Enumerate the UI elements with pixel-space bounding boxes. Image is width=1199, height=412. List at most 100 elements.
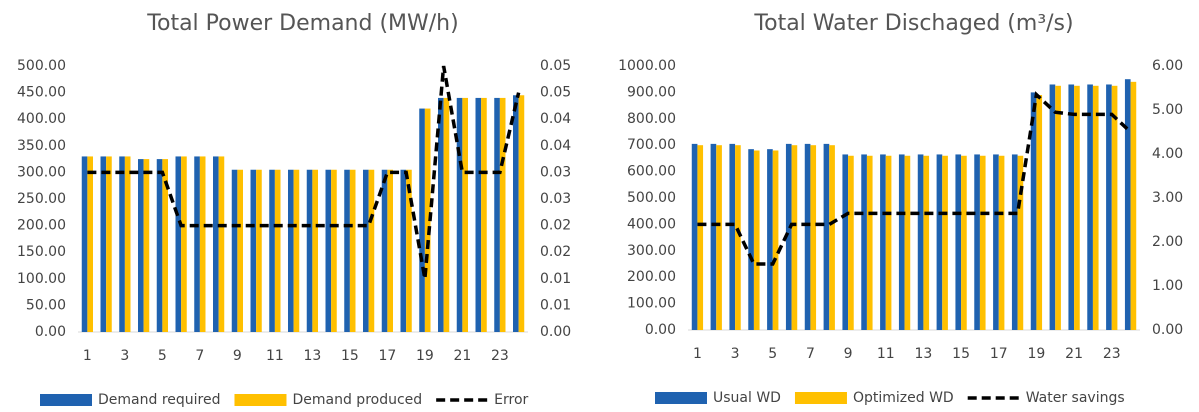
legend-swatch [234,394,287,406]
bar [823,143,830,330]
bar [231,169,238,332]
bar [443,97,450,332]
x-tick-label: 21 [453,348,471,364]
bar [406,169,412,332]
bar [1030,92,1037,331]
chart-title: Total Water Dischaged (m³/s) [753,11,1073,36]
legend-label: Usual WD [713,390,781,406]
x-tick-label: 17 [378,348,396,364]
bar [885,155,892,330]
bar [710,143,717,330]
bar [325,169,332,332]
y-tick-label: 600.00 [627,164,676,180]
bar [143,159,150,332]
bar [993,154,999,330]
x-tick-label: 19 [1028,346,1046,362]
bar [162,159,168,332]
y-tick-label: 100.00 [627,296,676,312]
x-tick-label: 23 [491,348,509,364]
legend-swatch [40,394,92,406]
bar [237,169,243,332]
y2-tick-label: 0.05 [540,58,571,74]
x-tick-label: 3 [731,346,740,362]
y-tick-label: 0.00 [35,324,66,340]
bar [1111,85,1118,330]
x-tick-label: 1 [83,348,92,364]
bar [716,145,722,330]
bar [898,154,905,330]
x-tick-label: 9 [233,348,242,364]
bar [691,143,698,330]
bar [848,155,854,330]
bar [804,143,811,330]
y2-tick-label: 0.02 [540,218,571,234]
bar [199,156,206,332]
y-tick-label: 50.00 [26,297,66,313]
bar [1087,84,1093,330]
bar [288,169,294,332]
y-tick-label: 350.00 [17,138,66,154]
bar [785,143,792,330]
bar [424,108,431,332]
y-tick-label: 800.00 [627,111,676,127]
x-tick-label: 13 [915,346,933,362]
bar [181,156,187,332]
bar [387,169,393,332]
x-tick-label: 7 [195,348,204,364]
y2-tick-label: 1.00 [1152,278,1183,294]
x-tick-label: 13 [303,348,321,364]
y2-tick-label: 0.01 [540,271,571,287]
legend-label: Demand required [98,392,220,408]
x-tick-label: 15 [341,348,359,364]
bar [518,95,525,332]
y2-tick-label: 0.05 [540,85,571,101]
x-tick-label: 23 [1103,346,1121,362]
bar [955,154,962,330]
bar [904,155,911,330]
x-tick-label: 11 [266,348,284,364]
legend-label: Optimized WD [853,390,954,406]
bar [138,159,144,332]
bar [344,169,350,332]
bar [829,145,835,330]
bar [1068,84,1075,330]
bar [119,156,125,332]
bar [87,156,93,332]
bar [331,169,337,332]
bar [462,97,468,332]
y-tick-label: 400.00 [627,216,676,232]
bar [810,145,817,330]
bar [979,155,986,330]
legend-label: Error [494,392,528,408]
bar [1074,85,1080,330]
legend-swatch [655,392,707,404]
bar [306,169,313,332]
y-tick-label: 300.00 [627,243,676,259]
bar [513,95,519,332]
chart-title: Total Power Demand (MW/h) [146,11,458,36]
y-tick-label: 400.00 [17,111,66,127]
y-tick-label: 300.00 [17,164,66,180]
line-series [87,65,521,280]
bar [381,169,388,332]
bar [791,145,798,330]
y2-tick-label: 0.01 [540,297,571,313]
y2-tick-label: 0.03 [540,164,571,180]
x-tick-label: 1 [693,346,702,362]
y2-tick-label: 0.00 [540,324,571,340]
bar [1036,95,1043,330]
bar [735,145,741,330]
bar [767,149,773,330]
x-tick-label: 17 [990,346,1008,362]
bar [438,97,444,332]
bar [942,155,948,330]
y-tick-label: 200.00 [17,218,66,234]
bar [499,97,506,332]
bar [256,169,262,332]
y-tick-label: 200.00 [627,269,676,285]
y2-tick-label: 0.00 [1152,322,1183,338]
x-tick-label: 9 [844,346,853,362]
bar [753,150,760,330]
bar [312,169,318,332]
bar [861,154,867,330]
